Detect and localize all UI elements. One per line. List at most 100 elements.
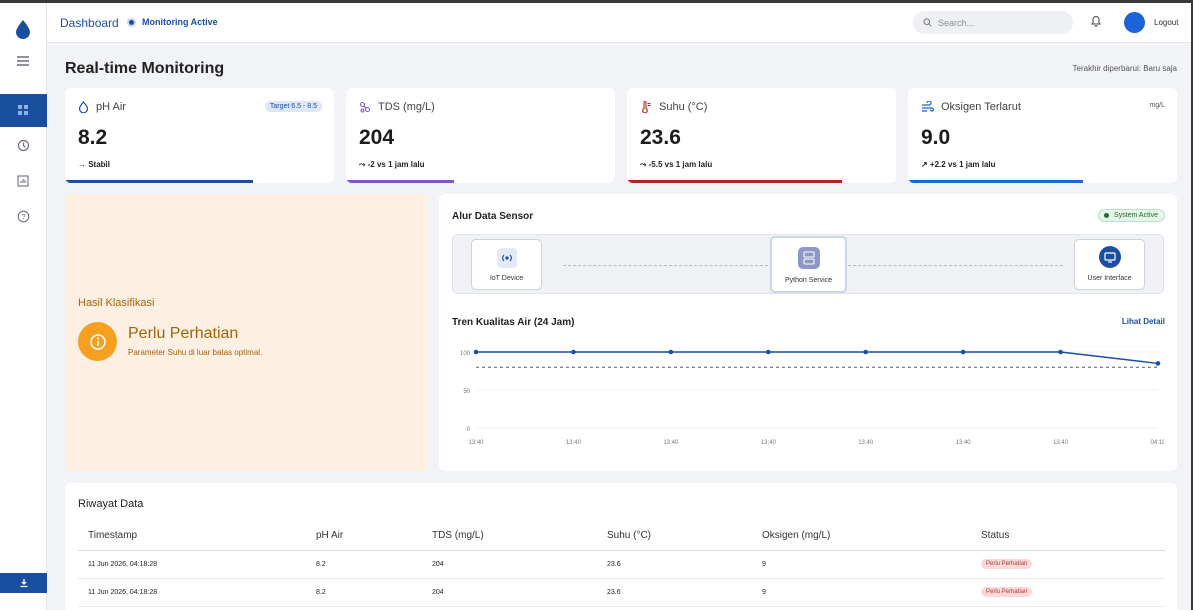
history-table: Timestamp pH Air TDS (mg/L) Suhu (°C) Ok… bbox=[78, 521, 1165, 607]
history-icon[interactable] bbox=[13, 135, 33, 155]
classification-description: Parameter Suhu di luar batas optimal. bbox=[128, 348, 263, 357]
monitoring-status: Monitoring Active bbox=[127, 17, 218, 27]
node-label: User Interface bbox=[1087, 275, 1132, 282]
help-icon[interactable]: ? bbox=[13, 206, 33, 226]
x-tick-label: 13:40 bbox=[468, 440, 484, 446]
header-title: Dashboard bbox=[60, 16, 119, 30]
cell-tds: 204 bbox=[432, 578, 607, 607]
card-progress-bar bbox=[346, 180, 454, 183]
water-quality-trend-chart: 0 50 100 13:40 13:40 13:40 13:40 13:40 13:40 13:4… bbox=[460, 349, 1164, 446]
classification-title: Perlu Perhatian bbox=[128, 325, 239, 342]
data-point bbox=[668, 349, 674, 355]
system-status-label: System Active bbox=[1114, 212, 1158, 219]
column-header: Suhu (°C) bbox=[607, 521, 762, 551]
card-label: Oksigen Terlarut bbox=[941, 101, 1021, 113]
cell-status: Perlu Perhatian bbox=[981, 550, 1165, 579]
trend-title: Tren Kualitas Air (24 Jam) bbox=[452, 317, 575, 328]
card-progress-bar bbox=[627, 180, 843, 183]
search-input[interactable]: Search... bbox=[913, 11, 1073, 34]
card-value: 204 bbox=[359, 126, 395, 149]
table-row[interactable]: 11 Jun 2026, 04:18:28 8.2 204 23.6 9 Per… bbox=[78, 578, 1165, 607]
cell-suhu: 23.6 bbox=[607, 578, 762, 607]
card-progress-bar bbox=[65, 180, 254, 183]
top-header: Dashboard Monitoring Active Search... Lo… bbox=[47, 3, 1191, 43]
menu-icon[interactable] bbox=[13, 51, 33, 71]
x-tick-label: 13:40 bbox=[761, 440, 777, 446]
search-icon bbox=[923, 18, 932, 27]
column-header: pH Air bbox=[316, 521, 432, 551]
page-title: Real-time Monitoring bbox=[65, 60, 225, 77]
series-line bbox=[476, 351, 1159, 365]
data-flow-diagram: IoT Device Python Service User Interface bbox=[452, 234, 1164, 294]
data-point bbox=[473, 349, 479, 355]
cell-status: Perlu Perhatian bbox=[981, 578, 1165, 607]
metric-card-tds: TDS (mg/L) 204 ⤳ -2 vs 1 jam lalu bbox=[346, 88, 615, 183]
x-tick-label: 13:40 bbox=[566, 440, 582, 446]
column-header: Status bbox=[981, 521, 1165, 551]
target-badge: Target 6.5 - 8.5 bbox=[264, 101, 322, 112]
cell-suhu: 23.6 bbox=[607, 550, 762, 579]
node-label: Python Service bbox=[784, 277, 833, 284]
cell-timestamp: 11 Jun 2026, 04:18:28 bbox=[78, 578, 316, 607]
card-trend: ⤳ -2 vs 1 jam lalu bbox=[359, 160, 425, 169]
card-trend: → Stabil bbox=[78, 160, 111, 169]
metric-card-oksigen: Oksigen Terlarut mg/L 9.0 ↗ +2.2 vs 1 ja… bbox=[908, 88, 1177, 183]
avatar[interactable] bbox=[1124, 12, 1145, 33]
card-value: 8.2 bbox=[78, 126, 108, 149]
y-tick-label: 50 bbox=[463, 389, 470, 395]
app-frame: ? Dashboard Monitoring Active Search... … bbox=[0, 3, 1191, 610]
metric-card-ph: pH Air Target 6.5 - 8.5 8.2 → Stabil bbox=[65, 88, 334, 183]
report-icon[interactable] bbox=[13, 171, 33, 191]
table-row[interactable]: 11 Jun 2026, 04:18:28 8.2 204 23.6 9 Per… bbox=[78, 550, 1165, 579]
table-header-row: Timestamp pH Air TDS (mg/L) Suhu (°C) Ok… bbox=[78, 521, 1165, 551]
last-updated: Terakhir diperbarui: Baru saja bbox=[1072, 64, 1178, 73]
logout-button[interactable]: Logout bbox=[1154, 18, 1179, 27]
sensor-panel: Alur Data Sensor System Active IoT Devic… bbox=[439, 194, 1177, 471]
card-trend: ⤳ -5.5 vs 1 jam lalu bbox=[640, 160, 713, 169]
x-tick-label: 13:40 bbox=[663, 440, 679, 446]
monitor-icon bbox=[1099, 246, 1121, 268]
card-unit: mg/L bbox=[1149, 102, 1165, 109]
download-button[interactable] bbox=[0, 573, 47, 593]
x-tick-label: 13:40 bbox=[858, 440, 874, 446]
thermometer-icon bbox=[642, 101, 651, 113]
molecule-icon bbox=[359, 101, 371, 113]
y-tick-label: 100 bbox=[460, 351, 471, 357]
monitoring-status-label: Monitoring Active bbox=[142, 17, 218, 27]
sidebar: ? bbox=[0, 3, 47, 610]
flow-connector bbox=[563, 265, 768, 266]
data-point bbox=[571, 349, 576, 355]
system-status-badge: System Active bbox=[1098, 209, 1165, 222]
water-drop-logo-icon bbox=[16, 20, 30, 39]
card-label: pH Air bbox=[96, 101, 126, 113]
history-panel: Riwayat Data Timestamp pH Air TDS (mg/L)… bbox=[65, 483, 1177, 610]
node-user-interface[interactable]: User Interface bbox=[1074, 239, 1145, 290]
status-dot-icon bbox=[127, 17, 136, 27]
card-value: 23.6 bbox=[640, 126, 681, 149]
card-label: Suhu (°C) bbox=[659, 101, 708, 113]
cell-ph: 8.2 bbox=[316, 578, 432, 607]
sidebar-item-dashboard[interactable] bbox=[0, 94, 47, 127]
cell-tds: 204 bbox=[432, 550, 607, 579]
cell-oksigen: 9 bbox=[762, 578, 981, 607]
node-python-service[interactable]: Python Service bbox=[770, 236, 847, 293]
node-label: IoT Device bbox=[489, 275, 524, 282]
data-point bbox=[1058, 349, 1063, 355]
x-tick-label: 13:40 bbox=[956, 440, 972, 446]
data-point bbox=[960, 349, 966, 355]
dashboard-icon[interactable] bbox=[13, 100, 33, 120]
card-value: 9.0 bbox=[921, 126, 951, 149]
y-tick-label: 0 bbox=[467, 427, 471, 433]
node-iot-device[interactable]: IoT Device bbox=[471, 239, 542, 290]
bell-icon[interactable] bbox=[1090, 14, 1102, 27]
cell-ph: 8.2 bbox=[316, 550, 432, 579]
column-header: Oksigen (mg/L) bbox=[762, 521, 981, 551]
column-header: Timestamp bbox=[78, 521, 316, 551]
view-detail-link[interactable]: Lihat Detail bbox=[1121, 317, 1165, 326]
data-point bbox=[1155, 361, 1161, 366]
search-placeholder: Search... bbox=[938, 17, 975, 28]
card-trend: ↗ +2.2 vs 1 jam lalu bbox=[921, 160, 996, 169]
data-point bbox=[765, 349, 771, 355]
x-tick-label: 13:40 bbox=[1053, 440, 1069, 446]
water-drop-icon bbox=[78, 101, 89, 113]
